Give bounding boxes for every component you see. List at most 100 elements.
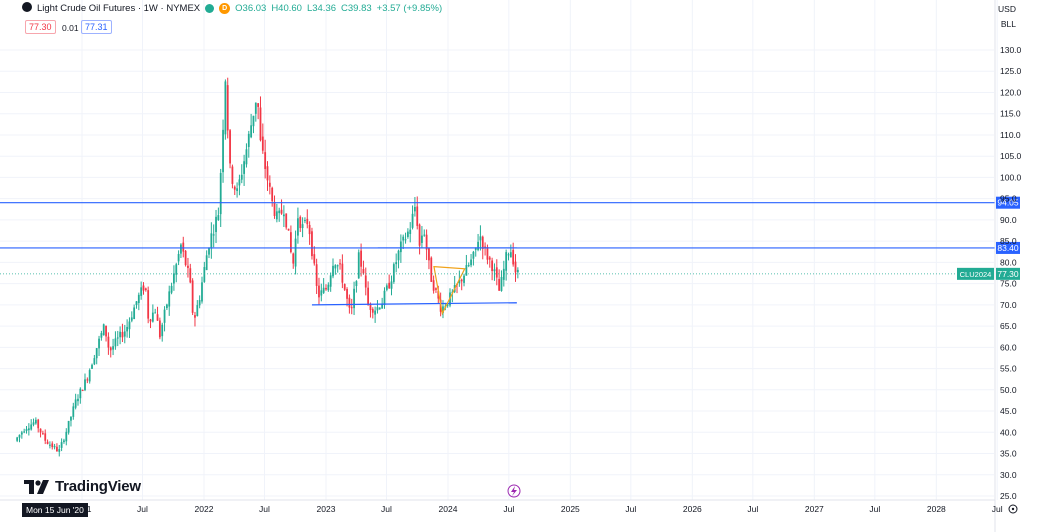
candle-body	[315, 264, 318, 286]
candle-body	[514, 261, 517, 273]
candle-body	[343, 284, 346, 290]
candle-body	[170, 285, 173, 293]
symbol-tag-label: CLU2024	[960, 270, 992, 279]
candle-body	[261, 136, 264, 151]
candle-body	[285, 213, 288, 228]
x-tick-label: Jul	[381, 504, 392, 514]
x-tick-label: 2028	[927, 504, 946, 514]
candle-body	[322, 287, 325, 293]
candle-body	[231, 166, 234, 184]
market-status-icon	[205, 4, 215, 13]
candle-body	[278, 210, 281, 214]
candle-body	[165, 304, 168, 309]
candle-body	[208, 248, 210, 255]
candle-body	[460, 279, 463, 282]
candle-body	[297, 218, 299, 236]
candle-body	[173, 273, 175, 284]
candle-body	[128, 321, 131, 330]
candle-body	[357, 252, 360, 279]
candle-body	[268, 182, 271, 187]
candle-body	[383, 290, 386, 305]
candle-body	[154, 312, 157, 314]
y-tick-label: 110.0	[1000, 130, 1021, 140]
candle-body	[32, 422, 35, 425]
candle-body	[247, 133, 250, 148]
candle-body	[397, 250, 400, 261]
candle-body	[49, 444, 51, 446]
x-tick-label: 2023	[317, 504, 336, 514]
candle-body	[376, 307, 379, 311]
unit-label[interactable]: BLL	[1000, 19, 1016, 29]
candle-body	[306, 218, 309, 225]
candle-body	[116, 337, 119, 339]
x-tick-label: Jul	[625, 504, 636, 514]
candle-body	[58, 449, 61, 452]
candle-body	[219, 172, 222, 215]
candle-body	[282, 214, 285, 217]
y-tick-label: 55.0	[1000, 364, 1017, 374]
triangle-pattern	[433, 265, 466, 316]
y-tick-label: 65.0	[1000, 321, 1017, 331]
candle-body	[437, 290, 440, 299]
candle-body	[341, 263, 344, 283]
y-tick-label: 40.0	[1000, 427, 1017, 437]
candle-body	[474, 247, 477, 250]
candle-body	[395, 262, 398, 265]
candle-body	[414, 206, 416, 212]
candle-body	[30, 424, 33, 430]
candle-body	[23, 431, 26, 433]
candle-body	[95, 348, 98, 359]
candle-body	[201, 282, 203, 302]
candle-body	[177, 253, 180, 262]
settings-gear-icon	[1008, 504, 1018, 514]
candle-body	[481, 236, 484, 249]
ray-price-tag	[996, 241, 1020, 254]
event-lightning-icon	[507, 484, 521, 498]
candle-body	[301, 224, 304, 229]
candle-body	[463, 275, 465, 283]
x-tick-label: 2026	[683, 504, 702, 514]
ray-price-tag	[996, 196, 1020, 209]
candle-body	[334, 265, 337, 269]
candle-body	[311, 231, 313, 257]
currency-label[interactable]: USD	[998, 4, 1016, 14]
event-lightning-glyph	[511, 486, 517, 496]
candle-body	[399, 241, 402, 253]
candle-body	[299, 216, 302, 229]
sell-button[interactable]: 77.30	[25, 20, 56, 34]
candle-body	[229, 130, 231, 164]
candle-body	[46, 441, 49, 444]
candle-body	[313, 254, 316, 264]
candle-body	[147, 290, 150, 319]
candle-body	[93, 358, 96, 365]
candle-body	[63, 440, 65, 442]
x-tick-label: 2024	[439, 504, 458, 514]
candle-body	[350, 307, 353, 309]
buy-button[interactable]: 77.31	[81, 20, 112, 34]
candle-body	[374, 310, 377, 315]
candle-body	[84, 379, 86, 391]
candle-body	[353, 288, 355, 309]
candle-body	[257, 103, 260, 107]
candle-body	[294, 238, 297, 267]
candle-body	[130, 317, 133, 321]
candle-body	[105, 325, 107, 337]
y-tick-label: 45.0	[1000, 406, 1017, 416]
y-tick-label: 25.0	[1000, 491, 1017, 501]
candle-body	[479, 236, 482, 241]
data-badge: D	[219, 3, 231, 14]
candle-body	[217, 215, 220, 221]
candle-body	[505, 252, 508, 271]
candle-body	[109, 347, 112, 351]
candle-body	[430, 257, 433, 282]
candle-body	[126, 326, 129, 332]
y-tick-label: 115.0	[1000, 109, 1021, 119]
candle-body	[184, 250, 187, 266]
candle-body	[289, 232, 292, 253]
symbol-title[interactable]: Light Crude Oil Futures · 1W · NYMEX	[37, 3, 201, 14]
x-tick-label: Jul	[259, 504, 270, 514]
candle-body	[91, 364, 93, 369]
candle-body	[507, 254, 510, 256]
